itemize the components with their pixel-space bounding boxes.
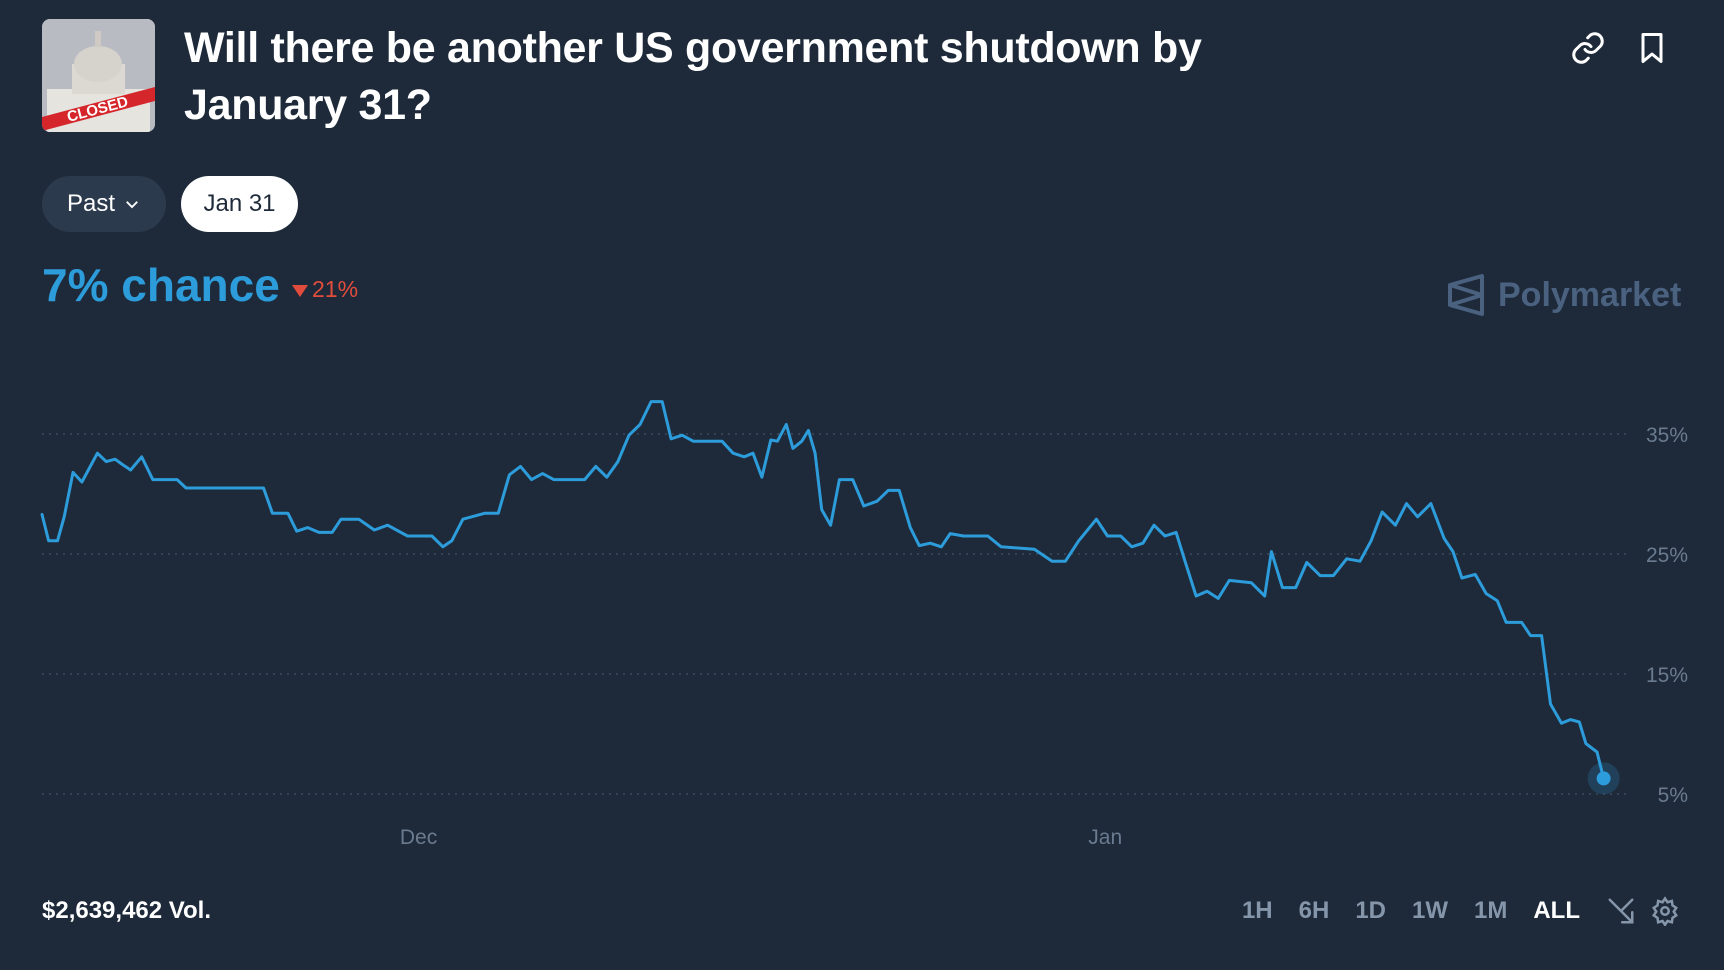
link-icon: [1572, 32, 1604, 64]
range-1d[interactable]: 1D: [1355, 897, 1386, 924]
y-tick-label: 15%: [1646, 664, 1688, 687]
compare-button[interactable]: [1606, 896, 1636, 926]
settings-button[interactable]: [1650, 896, 1680, 928]
chevron-down-icon: [126, 201, 138, 209]
bookmark-button[interactable]: [1634, 30, 1670, 66]
polymarket-logo: Polymarket: [1448, 274, 1681, 316]
time-range-selector: 1H 6H 1D 1W 1M ALL: [1242, 897, 1580, 925]
x-tick-label: Dec: [400, 826, 437, 849]
market-image: CLOSED: [42, 19, 155, 132]
range-1w[interactable]: 1W: [1412, 897, 1448, 924]
down-triangle-icon: [292, 284, 308, 297]
capitol-closed-image: CLOSED: [42, 19, 155, 132]
bookmark-icon: [1641, 33, 1663, 63]
shuffle-icon: [1608, 898, 1634, 924]
past-dropdown[interactable]: Past: [42, 176, 166, 232]
y-tick-label: 35%: [1646, 424, 1688, 447]
gear-icon: [1652, 896, 1678, 928]
x-tick-label: Jan: [1088, 826, 1122, 849]
series-line: [40, 400, 1606, 780]
past-label: Past: [66, 190, 116, 217]
range-6h[interactable]: 6H: [1298, 897, 1330, 924]
last-point: [1596, 771, 1611, 786]
copy-link-button[interactable]: [1570, 30, 1606, 66]
range-1m[interactable]: 1M: [1474, 897, 1508, 924]
market-title: Will there be another US government shut…: [184, 24, 1202, 129]
date-option-jan-31[interactable]: Jan 31: [181, 176, 298, 232]
y-tick-label: 25%: [1646, 544, 1688, 567]
chance-value: 7% chance: [42, 259, 280, 311]
change-value: 21%: [312, 276, 359, 302]
y-tick-label: 5%: [1658, 784, 1688, 807]
brand-name: Polymarket: [1498, 275, 1682, 314]
range-all[interactable]: ALL: [1533, 897, 1580, 924]
range-1h[interactable]: 1H: [1241, 897, 1273, 924]
polymarket-icon: [1448, 274, 1484, 316]
change-indicator: 21%: [292, 276, 358, 303]
volume: $2,639,462 Vol.: [42, 897, 212, 924]
